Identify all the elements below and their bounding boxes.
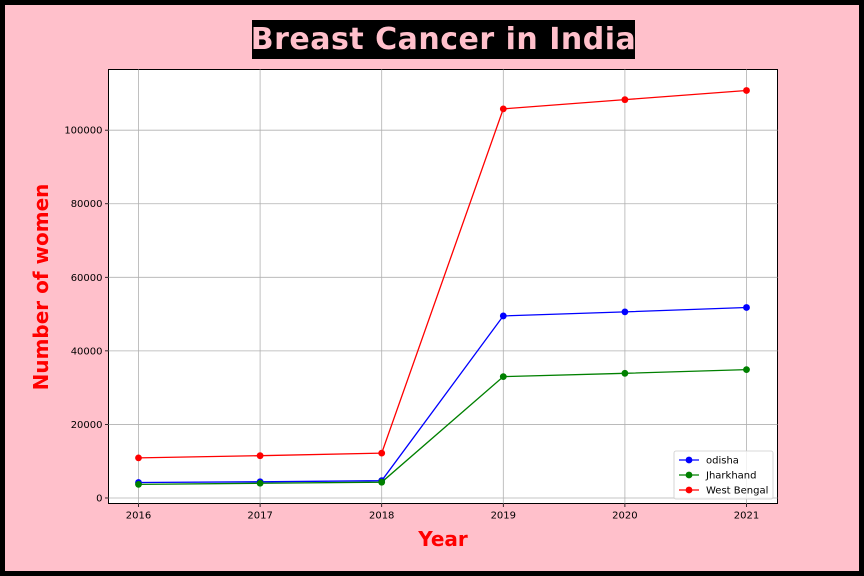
data-point-west-bengal: [378, 449, 386, 457]
legend: odisha Jharkhand West Bengal: [673, 450, 774, 500]
data-point-jharkhand: [499, 373, 507, 381]
legend-marker-odisha: [685, 456, 693, 464]
x-tick-label: 2016: [126, 511, 151, 522]
plot-area: [108, 69, 778, 504]
y-axis-label: Number of women: [29, 184, 53, 391]
series-line-west-bengal: [138, 89, 747, 459]
data-point-jharkhand: [621, 369, 629, 377]
legend-label-odisha: odisha: [706, 456, 739, 467]
series-line-odisha: [138, 306, 747, 484]
legend-box: [673, 450, 774, 500]
y-tick-label: 60000: [71, 273, 103, 284]
data-point-odisha: [621, 308, 629, 316]
data-point-jharkhand: [743, 366, 750, 374]
y-axis-ticks: 0 20000 40000 60000 80000 100000: [64, 126, 109, 504]
y-tick-label: 100000: [64, 126, 102, 137]
data-point-jharkhand: [378, 478, 386, 486]
x-tick-label: 2019: [491, 511, 516, 522]
x-axis-ticks: 2016 2017 2018 2019 2020 2021: [126, 503, 759, 522]
y-tick-label: 20000: [71, 420, 103, 431]
grid-lines: [108, 69, 778, 504]
x-axis-label: Year: [417, 527, 468, 551]
x-tick-label: 2018: [369, 511, 394, 522]
chart-title: Breast Cancer in India: [250, 22, 637, 57]
data-point-west-bengal: [256, 452, 264, 460]
data-point-jharkhand: [256, 479, 264, 487]
data-point-jharkhand: [135, 480, 142, 488]
legend-label-jharkhand: Jharkhand: [705, 471, 756, 482]
data-point-west-bengal: [621, 96, 629, 104]
legend-marker-west-bengal: [685, 486, 693, 494]
x-tick-label: 2021: [734, 511, 759, 522]
legend-label-west-bengal: West Bengal: [706, 486, 768, 497]
data-point-west-bengal: [499, 105, 507, 113]
y-tick-label: 0: [96, 493, 102, 504]
series-line-jharkhand: [138, 368, 747, 486]
legend-marker-jharkhand: [685, 471, 693, 479]
x-tick-label: 2017: [247, 511, 272, 522]
x-tick-label: 2020: [612, 511, 637, 522]
y-tick-label: 80000: [71, 199, 103, 210]
data-point-west-bengal: [135, 454, 142, 462]
series-group: [135, 87, 750, 488]
data-point-odisha: [499, 312, 507, 320]
data-point-odisha: [743, 304, 750, 311]
y-tick-label: 40000: [71, 346, 103, 357]
chart-title-box: Breast Cancer in India: [250, 20, 637, 59]
data-point-west-bengal: [743, 87, 750, 94]
